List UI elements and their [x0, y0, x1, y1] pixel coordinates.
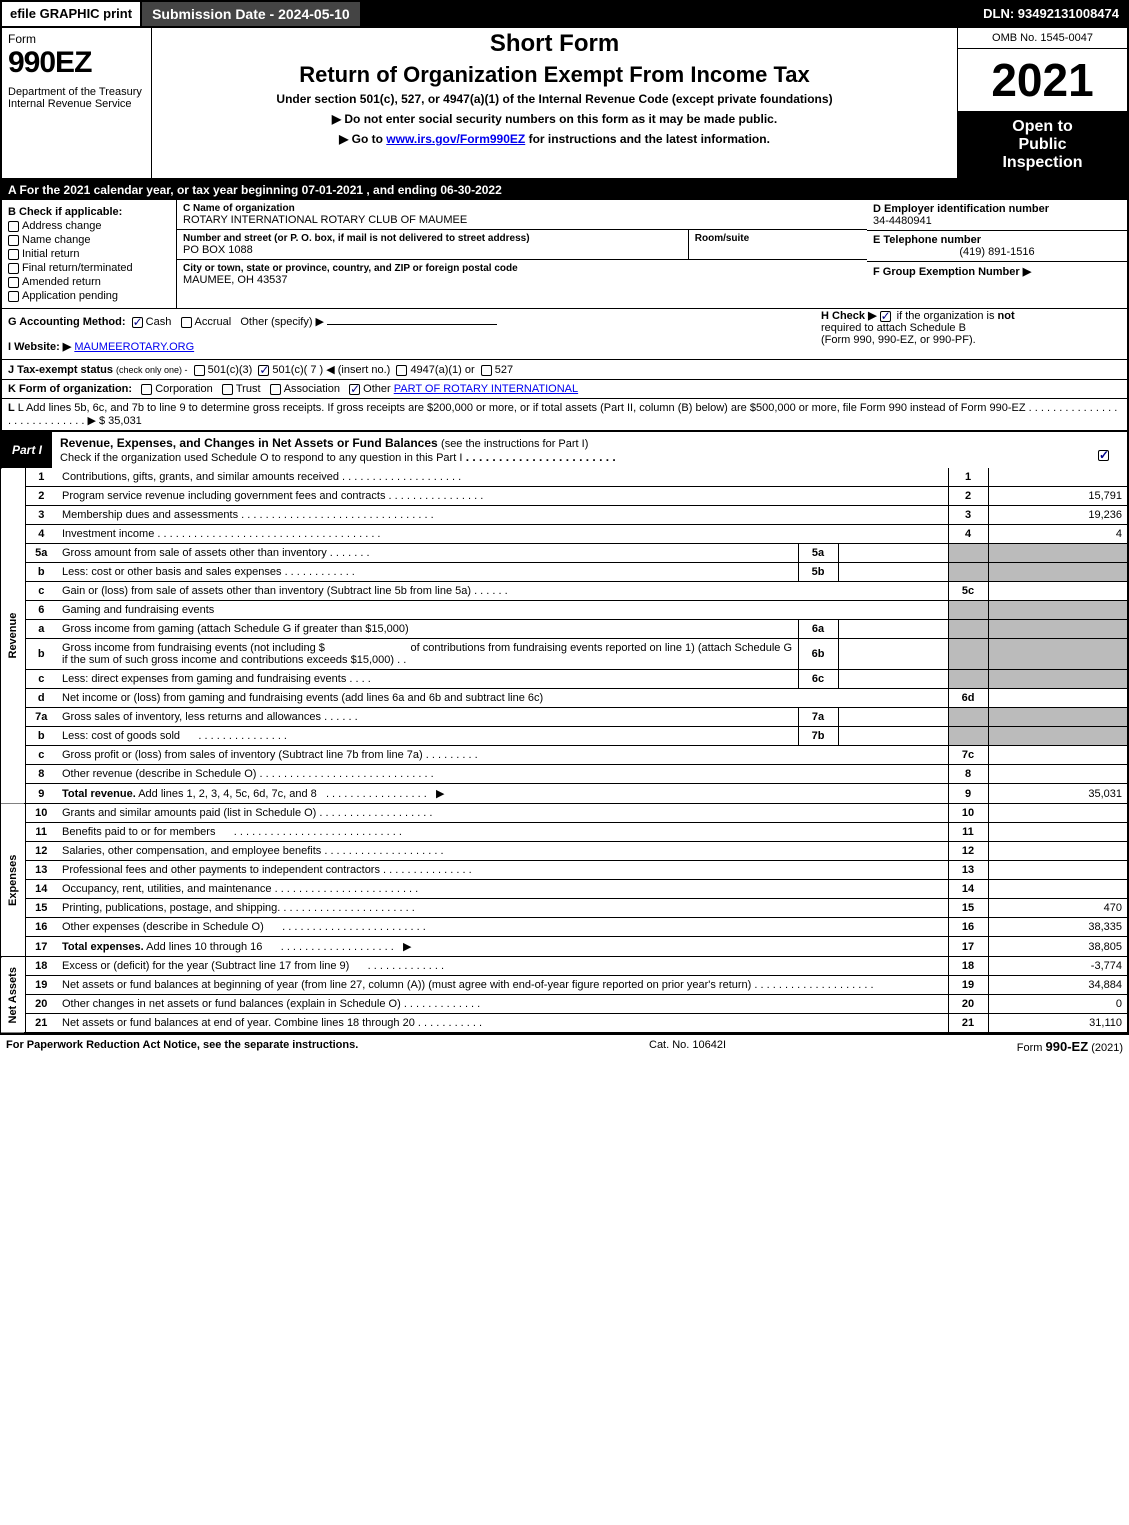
- line-1-num: 1: [25, 468, 57, 487]
- part-1-title: Revenue, Expenses, and Changes in Net As…: [52, 432, 1127, 468]
- section-bcdef: B Check if applicable: Address change Na…: [0, 200, 1129, 309]
- b-title: B Check if applicable:: [8, 206, 122, 218]
- checkbox-527[interactable]: [481, 365, 492, 376]
- section-def: D Employer identification number 34-4480…: [867, 200, 1127, 308]
- d-label: D Employer identification number: [873, 203, 1049, 215]
- checkbox-schedule-o[interactable]: [1098, 450, 1109, 461]
- header-right: OMB No. 1545-0047 2021 Open to Public In…: [957, 28, 1127, 178]
- checkbox-corp[interactable]: [141, 384, 152, 395]
- irs-link[interactable]: www.irs.gov/Form990EZ: [386, 132, 525, 146]
- checkbox-name-change[interactable]: [8, 235, 19, 246]
- website-link[interactable]: MAUMEEROTARY.ORG: [74, 341, 194, 353]
- f-label: F Group Exemption Number ▶: [873, 266, 1031, 278]
- checkbox-cash[interactable]: [132, 317, 143, 328]
- header-center: Short Form Return of Organization Exempt…: [152, 28, 957, 178]
- checkbox-501c[interactable]: [258, 365, 269, 376]
- part-1-table: Revenue 1 Contributions, gifts, grants, …: [0, 468, 1129, 1034]
- e-label: E Telephone number: [873, 234, 981, 246]
- room-label: Room/suite: [695, 233, 861, 244]
- section-j: J Tax-exempt status (check only one) - 5…: [0, 360, 1129, 380]
- top-bar: efile GRAPHIC print Submission Date - 20…: [0, 0, 1129, 28]
- paperwork-notice: For Paperwork Reduction Act Notice, see …: [6, 1039, 358, 1054]
- form-number: 990EZ: [8, 46, 145, 80]
- line-9-value: 35,031: [988, 784, 1128, 804]
- open-public-badge: Open to Public Inspection: [958, 112, 1127, 178]
- line-20-value: 0: [988, 995, 1128, 1014]
- g-label: G Accounting Method:: [8, 316, 126, 328]
- i-label: I Website: ▶: [8, 341, 71, 353]
- section-g: G Accounting Method: Cash Accrual Other …: [0, 309, 1129, 360]
- part-1-header: Part I Revenue, Expenses, and Changes in…: [0, 432, 1129, 468]
- inst2-pre: ▶ Go to: [339, 132, 386, 146]
- ein-value: 34-4480941: [873, 215, 932, 227]
- section-a: A For the 2021 calendar year, or tax yea…: [0, 180, 1129, 200]
- tax-year: 2021: [958, 49, 1127, 112]
- line-4-value: 4: [988, 525, 1128, 544]
- form-header: Form 990EZ Department of the Treasury In…: [0, 28, 1129, 180]
- section-k: K Form of organization: Corporation Trus…: [0, 380, 1129, 399]
- section-c: C Name of organization ROTARY INTERNATIO…: [177, 200, 867, 308]
- line-15-value: 470: [988, 899, 1128, 918]
- checkbox-amended[interactable]: [8, 277, 19, 288]
- under-section: Under section 501(c), 527, or 4947(a)(1)…: [160, 92, 949, 106]
- inst2-post: for instructions and the latest informat…: [525, 132, 770, 146]
- form-footer: Form 990-EZ (2021): [1017, 1039, 1123, 1054]
- line-16-value: 38,335: [988, 918, 1128, 937]
- checkbox-final[interactable]: [8, 263, 19, 274]
- line-3-value: 19,236: [988, 506, 1128, 525]
- checkbox-assoc[interactable]: [270, 384, 281, 395]
- expenses-side-label: Expenses: [1, 804, 25, 957]
- short-form-title: Short Form: [160, 30, 949, 58]
- section-l: L L Add lines 5b, 6c, and 7b to line 9 t…: [0, 399, 1129, 432]
- section-b: B Check if applicable: Address change Na…: [2, 200, 177, 308]
- org-name: ROTARY INTERNATIONAL ROTARY CLUB OF MAUM…: [183, 214, 861, 226]
- line-18-value: -3,774: [988, 957, 1128, 976]
- instruction-1: ▶ Do not enter social security numbers o…: [160, 112, 949, 126]
- submission-date: Submission Date - 2024-05-10: [140, 2, 360, 26]
- line-21-value: 31,110: [988, 1014, 1128, 1034]
- street-label: Number and street (or P. O. box, if mail…: [183, 233, 682, 244]
- l-amount: $ 35,031: [99, 415, 142, 427]
- checkbox-501c3[interactable]: [194, 365, 205, 376]
- checkbox-addr-change[interactable]: [8, 221, 19, 232]
- dln-label: DLN: 93492131008474: [975, 2, 1127, 26]
- line-17-value: 38,805: [988, 937, 1128, 957]
- checkbox-initial[interactable]: [8, 249, 19, 260]
- dept-treasury: Department of the Treasury: [8, 86, 145, 98]
- checkbox-other-org[interactable]: [349, 384, 360, 395]
- checkbox-accrual[interactable]: [181, 317, 192, 328]
- c-name-label: C Name of organization: [183, 203, 861, 214]
- city-value: MAUMEE, OH 43537: [183, 274, 861, 286]
- phone-value: (419) 891-1516: [873, 246, 1121, 258]
- net-assets-side-label: Net Assets: [1, 957, 25, 1034]
- other-org-value[interactable]: PART OF ROTARY INTERNATIONAL: [394, 383, 578, 395]
- page-footer: For Paperwork Reduction Act Notice, see …: [0, 1034, 1129, 1058]
- efile-print-label[interactable]: efile GRAPHIC print: [2, 2, 140, 26]
- checkbox-h[interactable]: [880, 311, 891, 322]
- line-2-value: 15,791: [988, 487, 1128, 506]
- checkbox-trust[interactable]: [222, 384, 233, 395]
- street-value: PO BOX 1088: [183, 244, 682, 256]
- cat-no: Cat. No. 10642I: [358, 1039, 1016, 1054]
- part-1-label: Part I: [2, 439, 52, 461]
- city-label: City or town, state or province, country…: [183, 263, 861, 274]
- instruction-2: ▶ Go to www.irs.gov/Form990EZ for instru…: [160, 132, 949, 146]
- checkbox-4947[interactable]: [396, 365, 407, 376]
- irs-label: Internal Revenue Service: [8, 98, 145, 110]
- revenue-side-label: Revenue: [1, 468, 25, 804]
- line-19-value: 34,884: [988, 976, 1128, 995]
- header-left: Form 990EZ Department of the Treasury In…: [2, 28, 152, 178]
- return-title: Return of Organization Exempt From Incom…: [160, 62, 949, 88]
- section-h: H Check ▶ if the organization is not req…: [821, 309, 1121, 346]
- form-word: Form: [8, 32, 145, 46]
- omb-number: OMB No. 1545-0047: [958, 28, 1127, 49]
- checkbox-pending[interactable]: [8, 291, 19, 302]
